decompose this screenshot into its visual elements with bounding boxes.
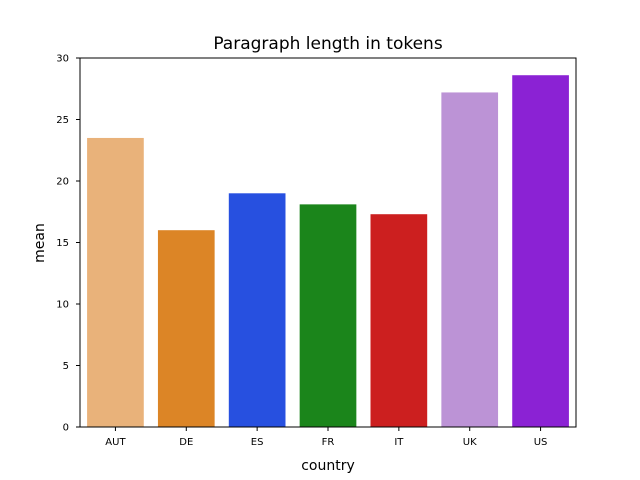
x-tick-label: UK (463, 437, 477, 448)
x-tick-label: FR (322, 437, 335, 448)
bar-it (370, 214, 428, 427)
y-tick-label: 10 (56, 300, 69, 311)
x-axis-label: country (301, 458, 355, 474)
y-tick-label: 25 (56, 115, 69, 126)
chart-title: Paragraph length in tokens (213, 34, 443, 54)
y-tick-label: 30 (56, 54, 69, 65)
x-tick-label: IT (394, 437, 404, 448)
y-tick-label: 20 (56, 177, 69, 188)
bar-us (512, 75, 569, 427)
bar-de (157, 230, 215, 427)
x-tick-label: AUT (105, 437, 126, 448)
bars-group (87, 75, 569, 427)
x-tick-label: DE (179, 437, 193, 448)
x-tick-label: ES (251, 437, 264, 448)
bar-es (228, 193, 286, 427)
y-tick-label: 15 (56, 238, 69, 249)
y-axis: 0 5 10 15 20 25 30 (56, 54, 80, 434)
x-tick-label: US (534, 437, 548, 448)
y-axis-label: mean (32, 223, 48, 263)
bar-fr (299, 204, 357, 427)
y-tick-label: 0 (63, 423, 69, 434)
bar-aut (87, 137, 144, 427)
y-tick-label: 5 (63, 361, 69, 372)
bar-uk (441, 92, 499, 427)
x-axis: AUT DE ES FR IT UK US (105, 427, 547, 448)
